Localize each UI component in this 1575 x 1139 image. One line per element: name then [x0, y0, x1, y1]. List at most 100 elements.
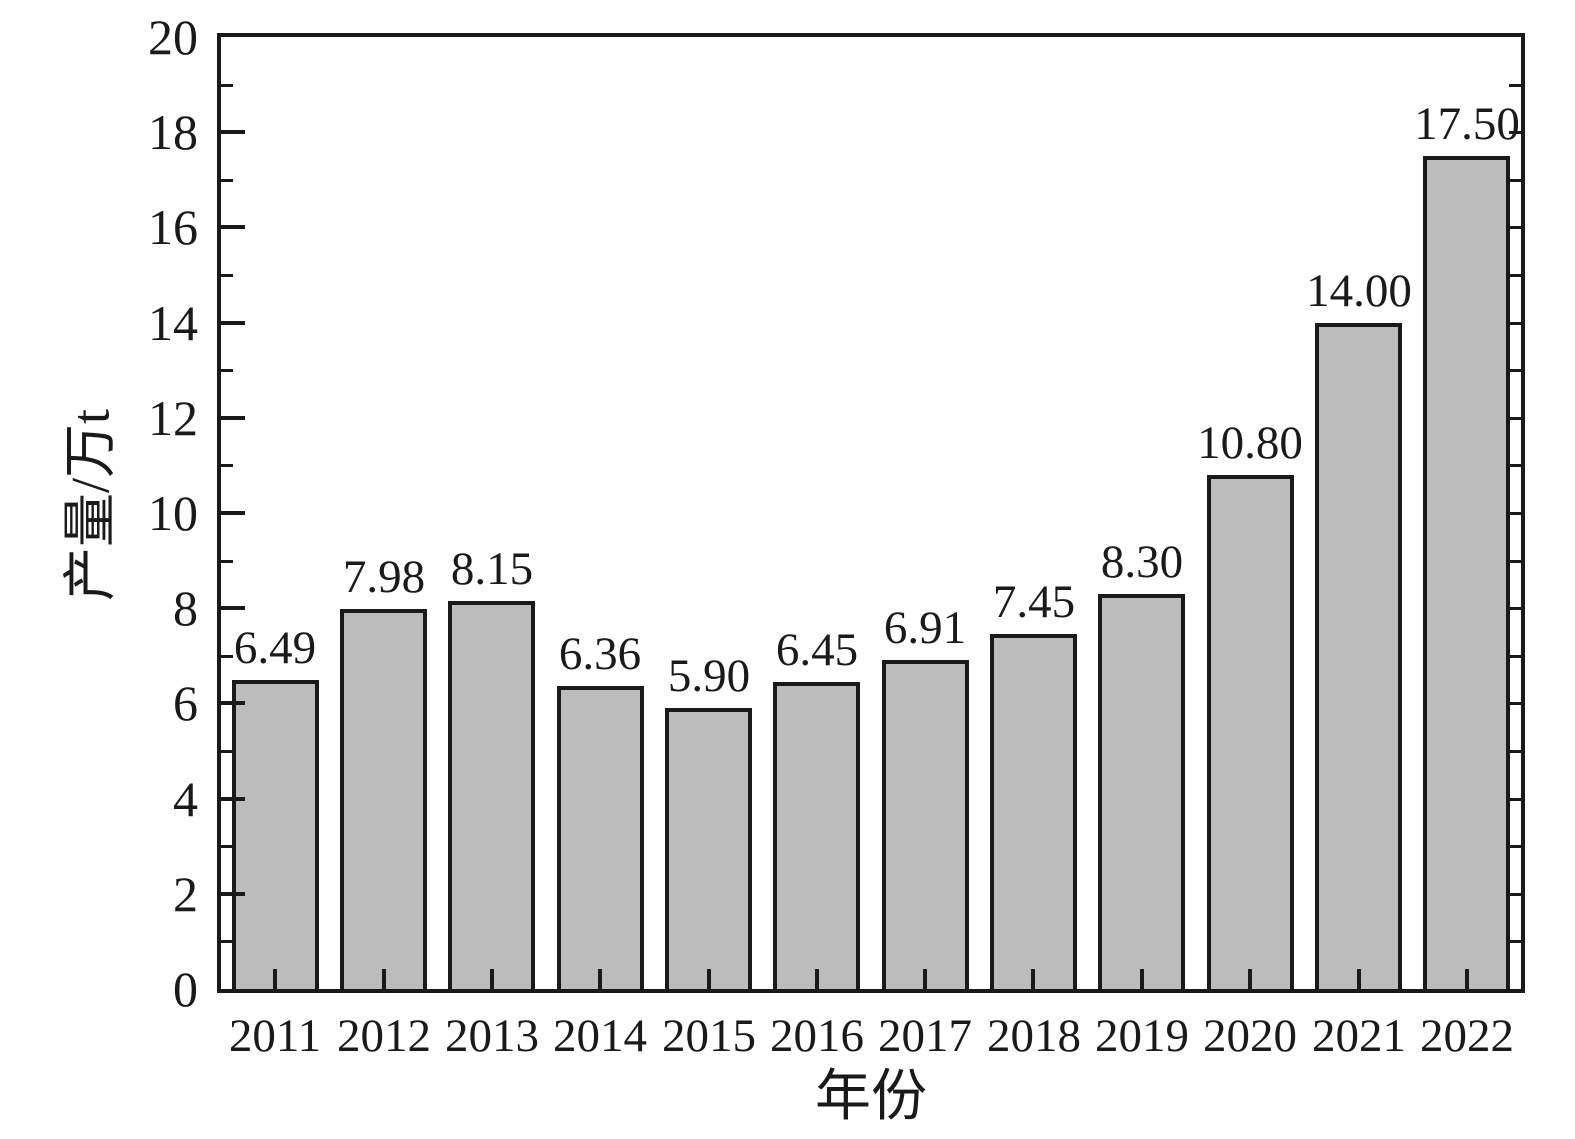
- bar-value-label: 7.98: [342, 551, 426, 603]
- bar-2011: [232, 680, 319, 989]
- x-tick-mark: [273, 969, 277, 989]
- y-minor-tick-mark: [221, 845, 233, 848]
- y-major-tick-mark: [221, 701, 245, 705]
- bar-2012: [340, 609, 427, 989]
- bar-2013: [448, 601, 535, 989]
- bar-value-label: 17.50: [1414, 98, 1520, 150]
- bar-value-label: 7.45: [992, 576, 1076, 628]
- x-tick-mark: [815, 969, 819, 989]
- bar-value-label: 10.80: [1197, 417, 1303, 469]
- x-axis-title: 年份: [815, 1066, 927, 1128]
- y-major-tick-mark: [221, 130, 245, 134]
- y-right-tick-mark: [1509, 845, 1521, 848]
- bar-2014: [557, 686, 644, 989]
- y-right-tick-mark: [1509, 893, 1521, 896]
- y-right-tick-mark: [1509, 655, 1521, 658]
- bar-value-label: 6.91: [883, 602, 967, 654]
- y-right-tick-mark: [1509, 702, 1521, 705]
- x-tick-label-2021: 2021: [1312, 1010, 1406, 1062]
- bar-2015: [665, 708, 752, 989]
- y-right-tick-mark: [1509, 607, 1521, 610]
- y-major-tick-mark: [221, 511, 245, 515]
- y-minor-tick-mark: [221, 84, 233, 87]
- x-tick-mark: [598, 969, 602, 989]
- y-major-tick-mark: [221, 321, 245, 325]
- x-tick-mark: [1465, 969, 1469, 989]
- y-right-tick-mark: [1509, 560, 1521, 563]
- x-tick-label-2020: 2020: [1203, 1010, 1297, 1062]
- y-right-tick-mark: [1509, 274, 1521, 277]
- bar-value-label: 8.30: [1100, 536, 1184, 588]
- y-right-tick-mark: [1509, 84, 1521, 87]
- y-tick-label-4: 4: [173, 771, 198, 827]
- y-minor-tick-mark: [221, 179, 233, 182]
- bar-2016: [773, 682, 860, 989]
- x-tick-label-2016: 2016: [770, 1010, 864, 1062]
- bar-value-label: 14.00: [1306, 265, 1412, 317]
- y-minor-tick-mark: [221, 940, 233, 943]
- y-tick-label-20: 20: [148, 9, 198, 65]
- bar-value-label: 5.90: [667, 650, 751, 702]
- x-tick-mark: [923, 969, 927, 989]
- bar-value-label: 6.45: [775, 624, 859, 676]
- y-tick-label-10: 10: [148, 485, 198, 541]
- x-tick-label-2018: 2018: [987, 1010, 1081, 1062]
- bar-2020: [1207, 475, 1294, 989]
- y-right-tick-mark: [1509, 750, 1521, 753]
- x-tick-mark: [382, 969, 386, 989]
- y-minor-tick-mark: [221, 750, 233, 753]
- x-tick-mark: [1031, 969, 1035, 989]
- x-tick-label-2017: 2017: [878, 1010, 972, 1062]
- bar-2022: [1423, 156, 1510, 989]
- bar-2017: [882, 660, 969, 989]
- y-major-tick-mark: [221, 892, 245, 896]
- x-tick-mark: [707, 969, 711, 989]
- bar-2021: [1315, 323, 1402, 989]
- x-tick-mark: [1357, 969, 1361, 989]
- y-minor-tick-mark: [221, 655, 233, 658]
- x-tick-label-2013: 2013: [445, 1010, 539, 1062]
- bar-value-label: 6.36: [558, 628, 642, 680]
- y-tick-label-14: 14: [148, 295, 198, 351]
- y-tick-label-12: 12: [148, 390, 198, 446]
- y-major-tick-mark: [221, 797, 245, 801]
- y-minor-tick-mark: [221, 560, 233, 563]
- y-major-tick-mark: [221, 606, 245, 610]
- bar-value-label: 8.15: [450, 543, 534, 595]
- y-major-tick-mark: [221, 225, 245, 229]
- y-tick-label-18: 18: [148, 104, 198, 160]
- y-right-tick-mark: [1509, 179, 1521, 182]
- bar-2018: [990, 634, 1077, 989]
- y-right-tick-mark: [1509, 798, 1521, 801]
- y-right-tick-mark: [1509, 512, 1521, 515]
- x-tick-mark: [490, 969, 494, 989]
- bar-value-label: 6.49: [233, 622, 317, 674]
- y-tick-label-16: 16: [148, 199, 198, 255]
- bar-2019: [1098, 594, 1185, 989]
- y-tick-label-2: 2: [173, 866, 198, 922]
- plot-area: [217, 33, 1525, 993]
- x-tick-label-2019: 2019: [1095, 1010, 1189, 1062]
- y-right-tick-mark: [1509, 417, 1521, 420]
- x-tick-mark: [1248, 969, 1252, 989]
- y-minor-tick-mark: [221, 274, 233, 277]
- y-minor-tick-mark: [221, 369, 233, 372]
- y-right-tick-mark: [1509, 464, 1521, 467]
- y-tick-label-8: 8: [173, 580, 198, 636]
- y-right-tick-mark: [1509, 940, 1521, 943]
- y-right-tick-mark: [1509, 226, 1521, 229]
- y-tick-label-0: 0: [173, 961, 198, 1017]
- y-major-tick-mark: [221, 416, 245, 420]
- y-minor-tick-mark: [221, 464, 233, 467]
- x-tick-mark: [1140, 969, 1144, 989]
- x-tick-label-2015: 2015: [662, 1010, 756, 1062]
- x-tick-label-2022: 2022: [1420, 1010, 1514, 1062]
- y-right-tick-mark: [1509, 322, 1521, 325]
- y-right-tick-mark: [1509, 131, 1521, 134]
- y-tick-label-6: 6: [173, 675, 198, 731]
- x-tick-label-2012: 2012: [337, 1010, 431, 1062]
- x-tick-label-2011: 2011: [228, 1010, 322, 1062]
- x-tick-label-2014: 2014: [553, 1010, 647, 1062]
- y-right-tick-mark: [1509, 369, 1521, 372]
